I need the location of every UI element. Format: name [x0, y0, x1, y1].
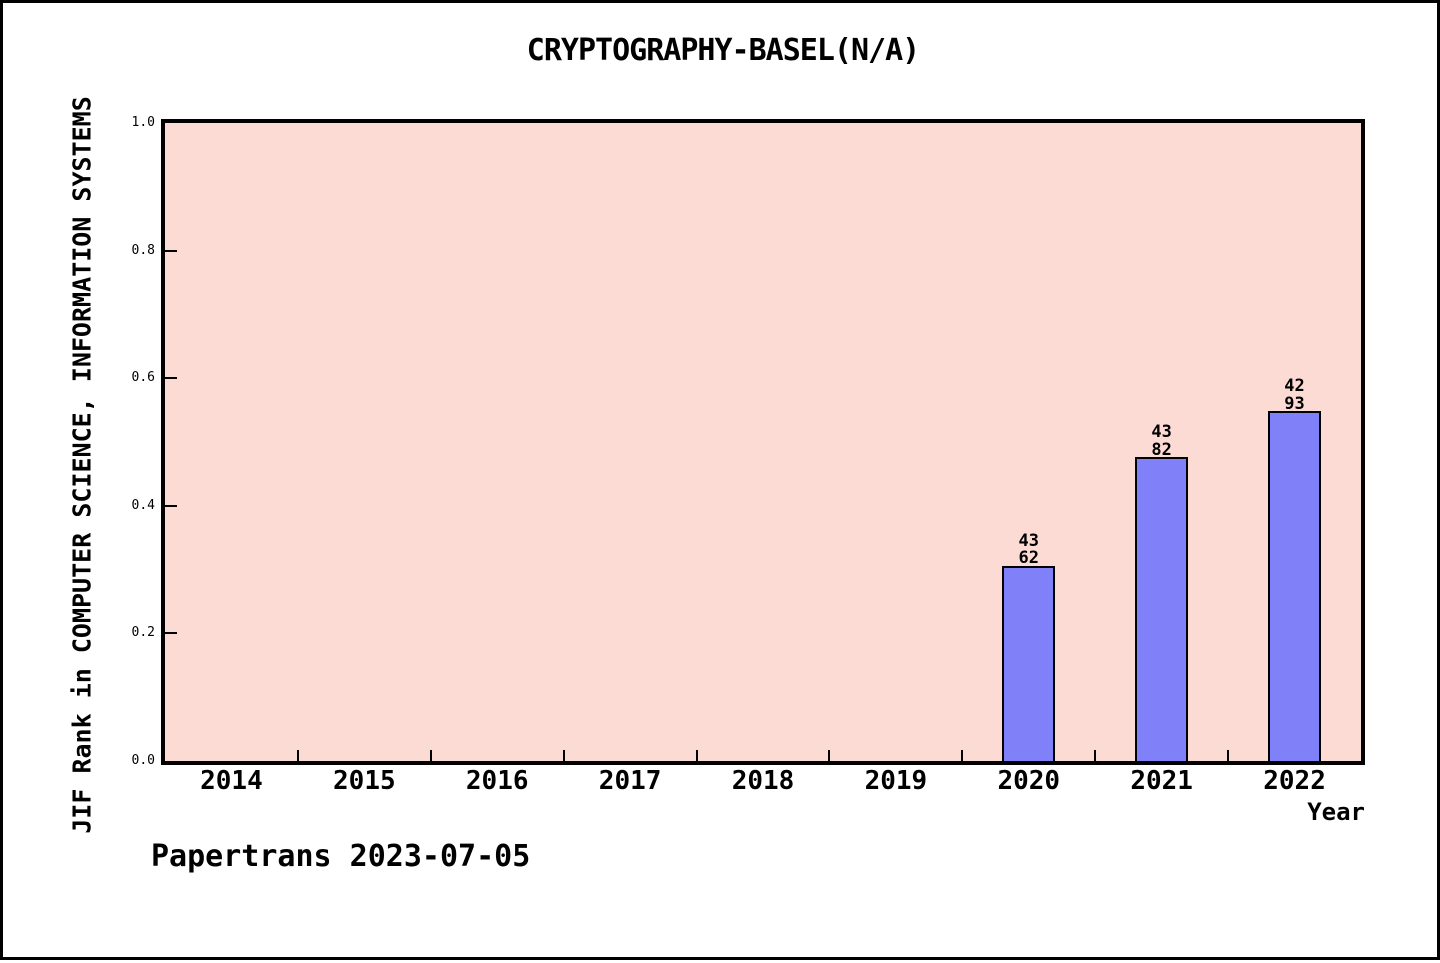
y-axis-label-text: JIF Rank in COMPUTER SCIENCE, INFORMATIO…	[67, 96, 97, 834]
x-tick-label-2016: 2016	[465, 766, 529, 796]
x-axis-label: Year	[1307, 798, 1365, 826]
y-tick-label-0.6: 0.6	[131, 370, 155, 386]
y-tick-label-0.4: 0.4	[131, 497, 155, 513]
chart-title: CRYPTOGRAPHY-BASEL(N/A)	[526, 33, 920, 68]
plot-area	[161, 119, 1365, 765]
x-tick-label-2015: 2015	[333, 766, 396, 796]
x-tick-label-2018: 2018	[731, 766, 795, 796]
y-tick-label-0.2: 0.2	[131, 625, 155, 641]
x-tick-label-2022: 2022	[1263, 766, 1326, 796]
x-tick-label-2019: 2019	[864, 766, 928, 796]
y-tick-label-0.8: 0.8	[131, 242, 155, 258]
x-tick-label-2017: 2017	[598, 766, 662, 796]
footer-watermark: Papertrans 2023-07-05	[151, 839, 531, 874]
x-tick-label-2020: 2020	[997, 766, 1061, 796]
y-tick-label-0.0: 0.0	[131, 753, 155, 768]
y-tick-label-1.0: 1.0	[131, 115, 155, 130]
x-tick-label-2014: 2014	[200, 766, 263, 796]
x-tick-label-2021: 2021	[1130, 766, 1193, 796]
